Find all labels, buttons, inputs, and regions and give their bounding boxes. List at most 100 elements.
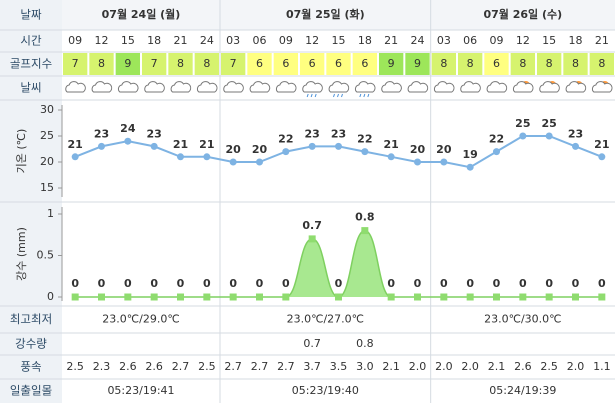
golf-index: 6 xyxy=(256,57,263,70)
cloud-icon xyxy=(512,81,534,93)
rain-label: 0 xyxy=(466,277,474,290)
rain-point xyxy=(572,293,579,301)
rain-drops xyxy=(359,93,370,98)
date-row xyxy=(62,0,615,30)
temp-label: 21 xyxy=(384,138,399,151)
cloud-icon xyxy=(196,81,218,93)
temp-point xyxy=(545,132,553,140)
row-label: 날짜 xyxy=(20,8,42,22)
temp-label: 23 xyxy=(331,127,346,140)
rain-label: 0 xyxy=(229,277,237,290)
rain-point xyxy=(598,293,606,301)
golf-index: 8 xyxy=(546,57,553,70)
temp-label: 22 xyxy=(278,133,293,146)
rain-point xyxy=(124,293,132,301)
time: 06 xyxy=(253,34,267,47)
wind-speed: 2.6 xyxy=(514,360,532,373)
wind-speed: 2.5 xyxy=(66,360,84,373)
rain-point xyxy=(440,293,448,301)
cloud-icon xyxy=(65,81,86,93)
golf-cell xyxy=(326,53,351,75)
time: 18 xyxy=(569,34,583,47)
temp-point xyxy=(335,142,342,150)
golf-cell xyxy=(168,53,193,75)
temp-label: 22 xyxy=(357,133,372,146)
temp-point xyxy=(572,142,579,150)
y-axis-title: 강수 (mm) xyxy=(15,227,28,281)
rain-label: 0 xyxy=(203,277,211,290)
rain-label: 0 xyxy=(414,277,422,290)
golf-index: 8 xyxy=(177,57,184,70)
time: 15 xyxy=(121,34,135,47)
golf-index: 8 xyxy=(598,57,605,70)
cloud-icon xyxy=(117,81,139,93)
rain-label: 0 xyxy=(440,277,448,290)
golf-cell xyxy=(405,53,430,75)
wind-speed: 2.1 xyxy=(382,360,400,373)
time: 12 xyxy=(95,34,109,47)
temp-label: 25 xyxy=(542,117,557,130)
golf-index: 9 xyxy=(124,57,131,70)
rain-label: 0 xyxy=(98,277,106,290)
wind-speed: 2.7 xyxy=(224,360,242,373)
sun-time: 05:23/19:40 xyxy=(292,384,359,397)
golf-cell xyxy=(247,53,272,75)
golf-index: 8 xyxy=(203,57,210,70)
time: 18 xyxy=(358,34,372,47)
rain-drops xyxy=(306,93,317,98)
rain-point xyxy=(282,293,290,301)
cloud-icon xyxy=(433,81,455,93)
time: 09 xyxy=(490,34,504,47)
wind-speed: 2.5 xyxy=(540,360,558,373)
golf-cell xyxy=(352,53,377,75)
row-label: 골프지수 xyxy=(10,57,52,71)
temp-label: 25 xyxy=(515,117,530,130)
temp-label: 21 xyxy=(173,138,188,151)
golf-cell xyxy=(221,53,246,75)
time: 09 xyxy=(68,34,82,47)
wind-speed: 2.1 xyxy=(488,360,506,373)
wind-speed: 2.3 xyxy=(93,360,111,373)
time: 24 xyxy=(411,34,425,47)
cloud-icon xyxy=(328,81,350,93)
temp-point xyxy=(71,153,79,161)
temp-label: 22 xyxy=(489,133,504,146)
temp-point xyxy=(282,148,290,156)
wind-speed: 2.0 xyxy=(567,360,585,373)
cloud-icon xyxy=(144,81,165,93)
golf-cell xyxy=(589,53,614,75)
rain-point xyxy=(256,293,263,301)
sun-time: 05:24/19:39 xyxy=(489,384,556,397)
golf-index: 6 xyxy=(282,57,289,70)
cloud-icon xyxy=(249,81,271,93)
time: 03 xyxy=(437,34,451,47)
temp-point xyxy=(98,142,105,150)
time: 24 xyxy=(200,34,214,47)
time: 15 xyxy=(542,34,556,47)
row-label: 시간 xyxy=(20,34,42,48)
rain-amount: 0.7 xyxy=(303,337,321,350)
wind-speed: 2.6 xyxy=(119,360,137,373)
wind-speed: 2.5 xyxy=(198,360,216,373)
golf-index: 8 xyxy=(572,57,579,70)
rain-label: 0 xyxy=(256,277,264,290)
rain-point xyxy=(519,293,527,301)
cloud-icon xyxy=(565,81,587,93)
temp-label: 21 xyxy=(199,138,214,151)
rain-label: 0 xyxy=(545,277,553,290)
y-tick-label: 25 xyxy=(40,129,54,142)
rain-label: 0 xyxy=(150,277,158,290)
golf-cell xyxy=(89,53,114,75)
rain-label: 0 xyxy=(598,277,606,290)
rain-label: 0.8 xyxy=(355,211,375,224)
golf-index: 7 xyxy=(151,57,158,70)
temp-point xyxy=(361,148,369,156)
rain-point xyxy=(545,293,553,301)
temp-label: 23 xyxy=(305,127,320,140)
golf-index: 8 xyxy=(467,57,474,70)
time: 06 xyxy=(463,34,477,47)
cloud-icon xyxy=(275,81,297,93)
golf-index: 6 xyxy=(493,57,500,70)
sun-time: 05:23/19:41 xyxy=(107,384,174,397)
temp-label: 24 xyxy=(120,122,136,135)
